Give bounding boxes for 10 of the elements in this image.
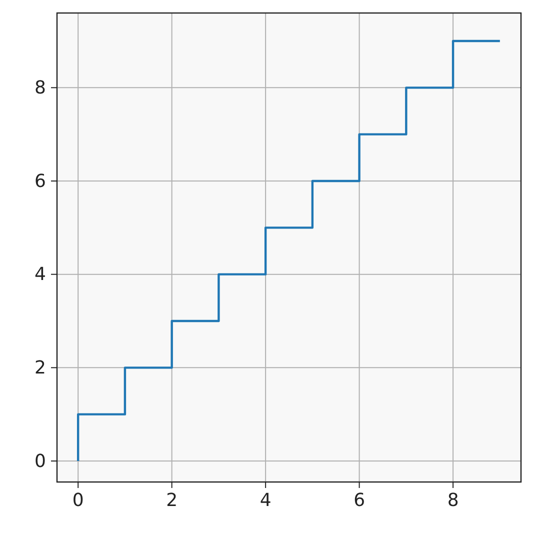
y-tick-label: 8 <box>34 77 46 98</box>
y-tick-label: 2 <box>34 357 46 378</box>
y-tick-label: 4 <box>34 264 46 286</box>
x-tick-label: 4 <box>260 490 272 511</box>
y-tick-label: 0 <box>34 450 46 472</box>
y-tick-label: 6 <box>34 170 46 192</box>
x-tick-label: 2 <box>166 490 178 511</box>
x-tick-label: 6 <box>354 490 366 511</box>
x-tick-label: 0 <box>72 490 84 511</box>
x-tick-label: 8 <box>447 490 459 511</box>
